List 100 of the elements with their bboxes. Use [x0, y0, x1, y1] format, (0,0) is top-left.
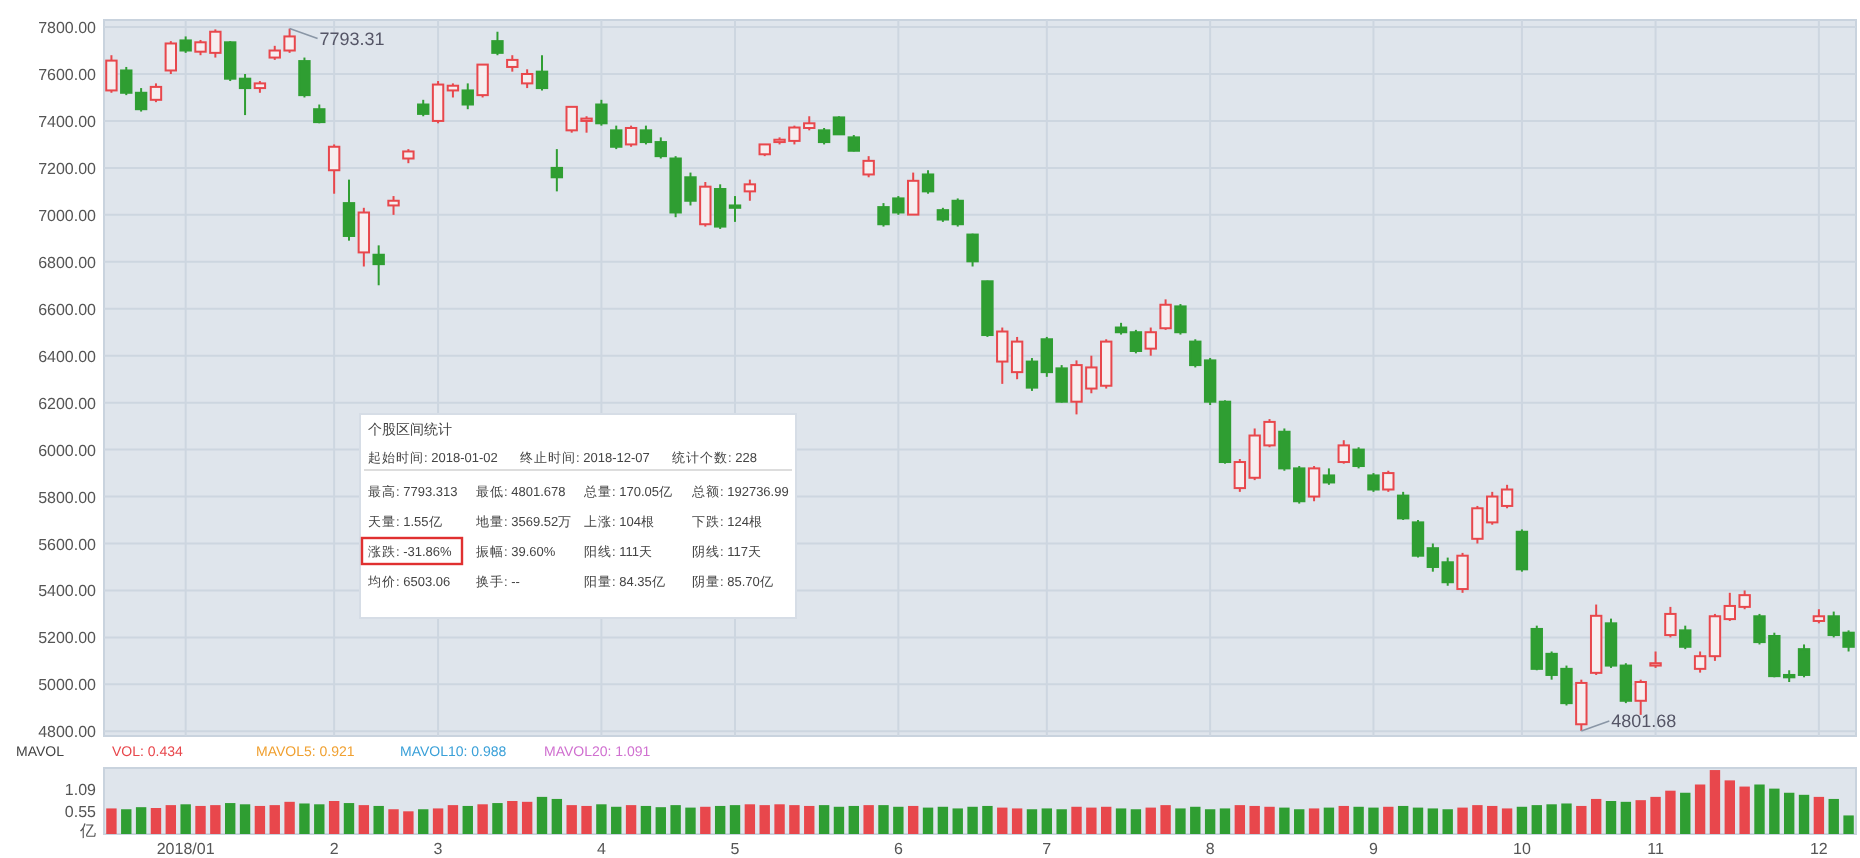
bar: [1561, 803, 1572, 834]
bar: [1412, 807, 1424, 834]
bar: [150, 808, 162, 834]
x-tick-label: 8: [1205, 840, 1216, 858]
y-tick-label: 6200.00: [38, 394, 98, 413]
bar: [1175, 808, 1186, 834]
annotation: 4801.68: [1611, 710, 1677, 731]
bar: [1694, 784, 1706, 834]
bar: [952, 808, 963, 834]
bar: [1605, 801, 1617, 834]
y-tick-label: 5400.00: [38, 582, 98, 601]
bar: [388, 809, 399, 834]
bar: [1145, 807, 1156, 834]
bar: [1234, 805, 1246, 834]
bar: [744, 804, 756, 834]
bar: [1011, 808, 1023, 834]
x-tick-label: 7: [1042, 840, 1053, 858]
candlestick: [610, 124, 623, 151]
bar: [997, 807, 1008, 834]
bar: [239, 804, 251, 834]
bar: [1724, 780, 1735, 834]
bar: [1576, 805, 1587, 834]
candlestick: [1159, 298, 1172, 331]
y-tick-label: 7400.00: [38, 112, 98, 131]
candlestick: [1382, 469, 1395, 493]
bar: [1353, 806, 1364, 834]
candlestick: [491, 30, 504, 57]
bar: [640, 805, 652, 834]
bar: [1680, 792, 1691, 834]
candlestick: [1144, 326, 1157, 357]
bar: [1828, 798, 1839, 834]
bar: [1442, 809, 1453, 834]
bar: [403, 811, 414, 834]
candlestick: [164, 40, 178, 75]
bar: [566, 805, 577, 834]
bar: [210, 805, 221, 834]
y-tick-label: 6600.00: [38, 300, 98, 319]
bar: [343, 803, 355, 834]
bar: [581, 805, 592, 834]
bar: [907, 805, 919, 834]
bar: [1516, 806, 1528, 834]
candlestick: [1515, 528, 1529, 573]
bar: [432, 808, 444, 834]
x-tick-label: 6: [893, 840, 904, 858]
y-tick-label: 5200.00: [38, 629, 98, 648]
candlestick: [966, 232, 979, 268]
candlestick: [342, 178, 356, 242]
bar: [195, 805, 206, 834]
bar: [373, 805, 384, 834]
candlestick: [105, 54, 118, 94]
x-tick-label: 2: [329, 840, 340, 858]
bar: [1249, 805, 1260, 834]
candlestick: [1575, 678, 1588, 732]
x-tick-label: 2018/01: [156, 840, 216, 858]
candlestick: [921, 169, 935, 195]
bar: [1026, 809, 1038, 834]
bar: [1665, 790, 1676, 834]
bar: [848, 805, 859, 834]
bar: [284, 801, 295, 834]
bar: [1650, 796, 1661, 834]
bar: [759, 805, 770, 834]
bar: [358, 805, 370, 834]
bar: [685, 807, 696, 834]
bar: [833, 806, 845, 834]
bar: [1739, 786, 1750, 834]
candlestick: [476, 63, 489, 99]
candlestick: [1352, 446, 1365, 470]
candlestick: [743, 178, 757, 202]
candlestick: [1396, 490, 1410, 522]
bar: [1279, 807, 1290, 834]
candlestick: [906, 171, 920, 216]
bar: [1383, 806, 1394, 834]
bar: [551, 798, 563, 834]
y-tick-label: 6400.00: [38, 347, 98, 366]
candlestick: [535, 54, 549, 92]
candlestick: [357, 206, 371, 268]
bar: [1219, 808, 1231, 834]
y-tick-label: 5800.00: [38, 488, 98, 507]
bar: [492, 803, 503, 834]
bar: [418, 809, 429, 834]
bar: [1264, 806, 1275, 834]
bar: [596, 804, 607, 834]
y-tick-label: 0.55: [64, 803, 98, 822]
bar: [1590, 798, 1602, 834]
candlestick: [624, 124, 638, 148]
bar: [893, 806, 904, 834]
candlestick: [1679, 624, 1692, 651]
bar: [982, 805, 993, 834]
bar: [1041, 808, 1053, 834]
bar: [1338, 805, 1349, 834]
bar: [1531, 805, 1542, 834]
candlestick: [1307, 465, 1321, 503]
bar: [1056, 809, 1067, 834]
x-tick-label: 9: [1369, 840, 1379, 858]
bar: [299, 803, 310, 834]
bar: [655, 807, 666, 834]
candlestick: [550, 148, 564, 193]
bar: [1308, 808, 1320, 834]
candlestick: [149, 82, 163, 104]
annotation: 7793.31: [319, 28, 385, 49]
